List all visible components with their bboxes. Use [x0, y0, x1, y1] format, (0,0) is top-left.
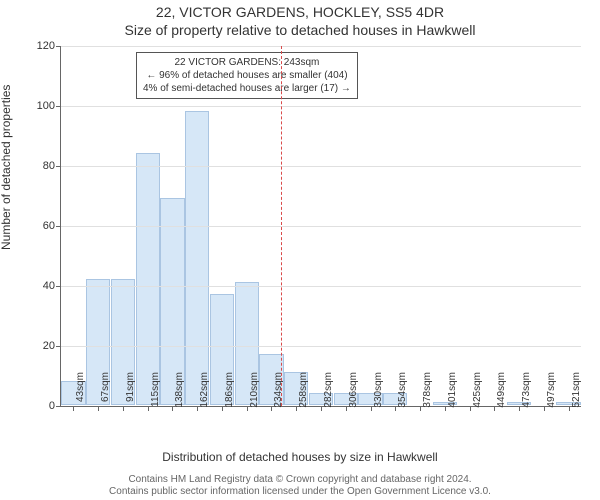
x-tick-label: 354sqm	[397, 372, 408, 412]
chart-title-line1: 22, VICTOR GARDENS, HOCKLEY, SS5 4DR	[0, 4, 600, 20]
histogram-chart: 22, VICTOR GARDENS, HOCKLEY, SS5 4DR Siz…	[0, 0, 600, 500]
x-tick-label: 210sqm	[249, 372, 260, 412]
bars-group	[61, 45, 581, 405]
x-tick-mark	[445, 406, 446, 411]
footer-line1: Contains HM Land Registry data © Crown c…	[0, 474, 600, 486]
x-tick-label: 115sqm	[150, 372, 161, 412]
x-tick-label: 282sqm	[323, 372, 334, 412]
x-tick-label: 449sqm	[496, 372, 507, 412]
x-tick-label: 425sqm	[472, 372, 483, 412]
grid-line	[61, 286, 581, 287]
x-tick-mark	[544, 406, 545, 411]
x-tick-label: 234sqm	[273, 372, 284, 412]
annotation-box: 22 VICTOR GARDENS: 243sqm ← 96% of detac…	[136, 52, 358, 99]
grid-line	[61, 226, 581, 227]
x-tick-mark	[148, 406, 149, 411]
y-tick-mark	[56, 166, 61, 167]
x-tick-mark	[371, 406, 372, 411]
x-tick-label: 497sqm	[546, 372, 557, 412]
annot-line3: 4% of semi-detached houses are larger (1…	[143, 82, 351, 95]
x-tick-label: 43sqm	[75, 372, 86, 412]
chart-footer: Contains HM Land Registry data © Crown c…	[0, 474, 600, 498]
reference-line	[281, 46, 282, 406]
grid-line	[61, 46, 581, 47]
y-tick-mark	[56, 226, 61, 227]
x-tick-mark	[123, 406, 124, 411]
y-tick-mark	[56, 346, 61, 347]
x-tick-label: 138sqm	[174, 372, 185, 412]
y-tick-mark	[56, 406, 61, 407]
x-tick-label: 67sqm	[100, 372, 111, 412]
x-tick-mark	[222, 406, 223, 411]
x-tick-mark	[346, 406, 347, 411]
footer-line2: Contains public sector information licen…	[0, 486, 600, 498]
histogram-bar	[185, 111, 209, 405]
annot-line1: 22 VICTOR GARDENS: 243sqm	[143, 56, 351, 69]
x-tick-label: 306sqm	[348, 372, 359, 412]
x-tick-label: 378sqm	[422, 372, 433, 412]
y-axis-label: Number of detached properties	[0, 85, 13, 250]
x-tick-label: 91sqm	[125, 372, 136, 412]
x-tick-label: 186sqm	[224, 372, 235, 412]
x-tick-label: 473sqm	[521, 372, 532, 412]
x-tick-mark	[98, 406, 99, 411]
x-tick-label: 330sqm	[373, 372, 384, 412]
x-tick-mark	[247, 406, 248, 411]
chart-title-line2: Size of property relative to detached ho…	[0, 22, 600, 38]
annot-line2: ← 96% of detached houses are smaller (40…	[143, 69, 351, 82]
plot-area: 22 VICTOR GARDENS: 243sqm ← 96% of detac…	[60, 46, 581, 407]
x-tick-mark	[420, 406, 421, 411]
x-tick-label: 162sqm	[199, 372, 210, 412]
histogram-bar	[136, 153, 160, 405]
x-tick-label: 401sqm	[447, 372, 458, 412]
y-tick-mark	[56, 286, 61, 287]
x-tick-label: 521sqm	[571, 372, 582, 412]
x-tick-label: 258sqm	[298, 372, 309, 412]
y-tick-mark	[56, 46, 61, 47]
x-tick-mark	[569, 406, 570, 411]
grid-line	[61, 106, 581, 107]
grid-line	[61, 166, 581, 167]
x-axis-label: Distribution of detached houses by size …	[0, 450, 600, 464]
x-tick-mark	[470, 406, 471, 411]
x-tick-mark	[321, 406, 322, 411]
y-tick-mark	[56, 106, 61, 107]
grid-line	[61, 346, 581, 347]
x-tick-mark	[519, 406, 520, 411]
